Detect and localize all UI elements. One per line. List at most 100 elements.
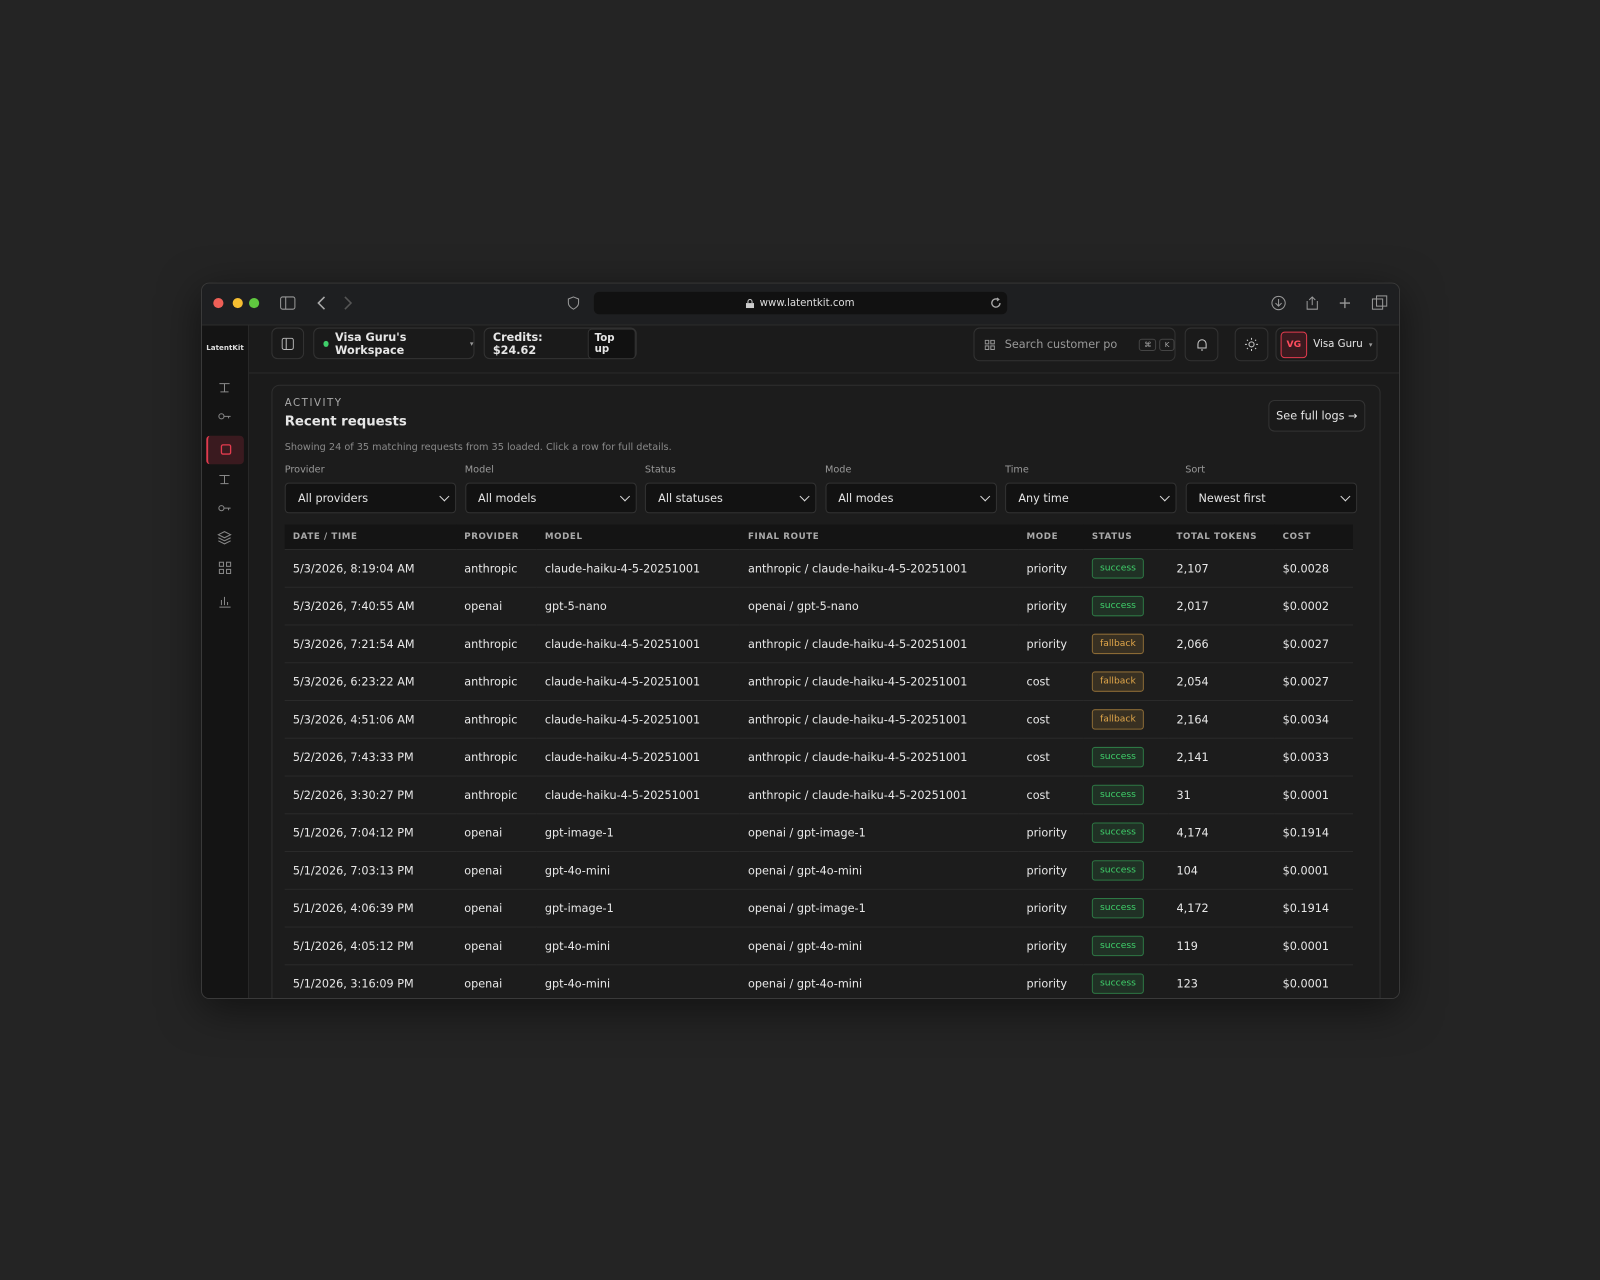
filter-value: Newest first xyxy=(1198,491,1266,505)
nav-icon[interactable] xyxy=(216,470,233,487)
table-row[interactable]: 5/3/2026, 6:23:22 AM anthropic claude-haik… xyxy=(284,662,1354,701)
key-hint: ⌘ xyxy=(1139,338,1157,351)
table-cell: gpt-4o-mini xyxy=(536,851,740,890)
table-cell: anthropic xyxy=(456,624,537,663)
eyebrow: ACTIVITY xyxy=(284,397,343,410)
table-cell: 5/2/2026, 3:30:27 PM xyxy=(284,775,457,814)
table-cell: success xyxy=(1083,926,1169,965)
minimize-dot[interactable] xyxy=(232,297,243,309)
browser-actions[interactable] xyxy=(1270,295,1392,311)
table-cell: cost xyxy=(1018,737,1084,777)
caret: ▾ xyxy=(469,339,474,348)
bell-icon xyxy=(1196,339,1207,351)
table-cell: anthropic / claude-haiku-4-5-20251001 xyxy=(739,699,1019,739)
table-cell: success xyxy=(1083,548,1169,588)
table-cell: claude-haiku-4-5-20251001 xyxy=(536,775,740,814)
table-cell: priority xyxy=(1018,548,1084,588)
table-cell: $0.1914 xyxy=(1274,813,1354,852)
table-cell: $0.0034 xyxy=(1274,699,1354,739)
table-cell: openai xyxy=(456,586,537,625)
sidebar-toggle-icon[interactable] xyxy=(280,296,296,310)
table-cell: 4,172 xyxy=(1168,888,1275,928)
brand[interactable]: LatentKit xyxy=(206,343,244,353)
section-title: Recent requests xyxy=(284,414,407,430)
table-cell: claude-haiku-4-5-20251001 xyxy=(536,737,740,777)
table-cell: 5/1/2026, 7:04:12 PM xyxy=(284,813,457,852)
table-row[interactable]: 5/1/2026, 7:04:12 PM openai gpt-image-1 ope… xyxy=(284,813,1354,852)
header-row: DATE / TIME PROVIDER MODEL FINAL ROUTE MODE S… xyxy=(284,524,1354,550)
table-row[interactable]: 5/2/2026, 3:30:27 PM anthropic claude-haik… xyxy=(284,775,1354,814)
avatar: VG xyxy=(1280,331,1308,358)
notifications[interactable] xyxy=(1184,327,1219,362)
top-up-button[interactable]: Top up xyxy=(587,328,636,359)
workspace-name: Visa Guru's Workspace xyxy=(335,330,407,357)
table-row[interactable]: 5/3/2026, 7:40:55 AM openai gpt-5-nano open… xyxy=(284,586,1354,625)
table-row[interactable]: 5/1/2026, 4:06:39 PM openai gpt-image-1 ope… xyxy=(284,888,1354,928)
column-header: PROVIDER xyxy=(456,524,537,550)
table-cell: 5/3/2026, 4:51:06 AM xyxy=(284,699,457,739)
maximize-dot[interactable] xyxy=(248,297,260,309)
filter-select[interactable]: Any time xyxy=(1005,482,1177,514)
filter-label: Time xyxy=(1005,464,1029,476)
nav-icon[interactable] xyxy=(216,530,233,547)
panel-toggle[interactable] xyxy=(271,327,305,360)
nav-icon[interactable] xyxy=(216,593,233,610)
table-cell: 5/1/2026, 4:05:12 PM xyxy=(284,926,457,965)
nav-icon[interactable] xyxy=(216,500,233,517)
close-dot[interactable] xyxy=(213,297,224,309)
table-row[interactable]: 5/1/2026, 3:16:09 PM openai gpt-4o-mini ope… xyxy=(284,964,1354,998)
browser-window: www.latentkit.com LatentKit Visa Guru's … xyxy=(201,282,1400,999)
table-row[interactable]: 5/1/2026, 7:03:13 PM openai gpt-4o-mini ope… xyxy=(284,851,1354,890)
table-cell: 2,017 xyxy=(1168,586,1275,625)
table-cell: 5/1/2026, 3:16:09 PM xyxy=(284,964,457,998)
table-cell: success xyxy=(1083,586,1169,625)
nav-icon[interactable] xyxy=(216,559,233,576)
table-cell: success xyxy=(1083,775,1169,814)
theme-toggle[interactable] xyxy=(1234,327,1269,362)
filter-select[interactable]: All statuses xyxy=(644,482,817,514)
filter-value: All modes xyxy=(838,491,894,505)
table-cell: 5/3/2026, 7:21:54 AM xyxy=(284,624,457,663)
chevron xyxy=(979,490,990,501)
filter-select[interactable]: All modes xyxy=(824,482,997,514)
table-row[interactable]: 5/2/2026, 7:43:33 PM anthropic claude-haik… xyxy=(284,737,1354,777)
table-row[interactable]: 5/1/2026, 4:05:12 PM openai gpt-4o-mini ope… xyxy=(284,926,1354,965)
user-menu[interactable]: VG Visa Guru ▾ xyxy=(1275,327,1378,362)
nav-icon[interactable] xyxy=(216,408,233,425)
table-cell: anthropic xyxy=(456,548,537,588)
back-icon[interactable] xyxy=(316,296,326,310)
nav-icon[interactable] xyxy=(216,379,233,396)
nav-active[interactable] xyxy=(206,435,244,465)
address-bar[interactable]: www.latentkit.com xyxy=(593,291,1008,315)
table-cell: openai xyxy=(456,813,537,852)
table-cell: $0.0001 xyxy=(1274,964,1354,998)
filter-select[interactable]: Newest first xyxy=(1185,482,1357,514)
table-row[interactable]: 5/3/2026, 7:21:54 AM anthropic claude-haik… xyxy=(284,624,1354,663)
status-badge: success xyxy=(1091,595,1145,617)
workspace-switcher[interactable]: Visa Guru's Workspace ▾ xyxy=(313,327,475,360)
table-cell: anthropic / claude-haiku-4-5-20251001 xyxy=(739,662,1019,701)
table-cell: fallback xyxy=(1083,624,1169,663)
table-row[interactable]: 5/3/2026, 8:19:04 AM anthropic claude-haik… xyxy=(284,548,1354,588)
table-cell: claude-haiku-4-5-20251001 xyxy=(536,699,740,739)
shield-icon xyxy=(567,296,580,310)
filter-select[interactable]: All models xyxy=(464,482,637,514)
status-badge: success xyxy=(1091,897,1145,919)
table-cell: 123 xyxy=(1168,964,1275,998)
filter-label: Status xyxy=(644,464,676,476)
filter-select[interactable]: All providers xyxy=(284,482,457,514)
reload-icon[interactable] xyxy=(990,297,1002,309)
table-cell: anthropic / claude-haiku-4-5-20251001 xyxy=(739,548,1019,588)
table-row[interactable]: 5/3/2026, 4:51:06 AM anthropic claude-haik… xyxy=(284,699,1354,739)
forward-icon[interactable] xyxy=(343,296,353,310)
table-cell: $0.0027 xyxy=(1274,624,1354,663)
table-cell: 104 xyxy=(1168,851,1275,890)
see-full-logs[interactable]: See full logs → xyxy=(1268,399,1366,432)
column-header: MODE xyxy=(1018,524,1084,550)
table-cell: openai / gpt-4o-mini xyxy=(739,851,1019,890)
search-box[interactable]: Search customer po ⌘ K xyxy=(973,327,1176,362)
table-cell: success xyxy=(1083,851,1169,890)
search-icon xyxy=(984,339,995,350)
table-cell: cost xyxy=(1018,699,1084,739)
